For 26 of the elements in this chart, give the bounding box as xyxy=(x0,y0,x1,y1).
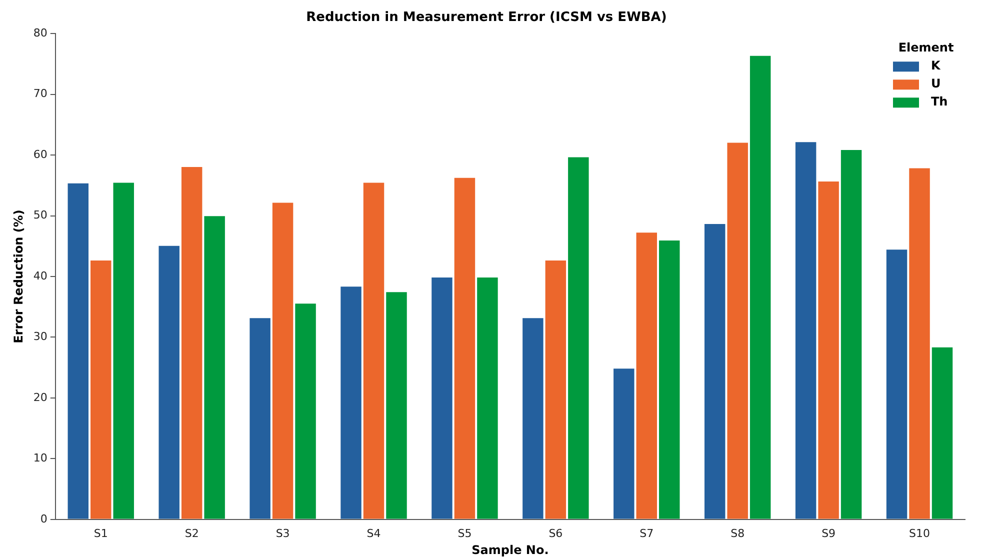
legend-title: Element xyxy=(898,40,954,55)
y-tick-label: 10 xyxy=(33,452,48,465)
y-tick-label: 40 xyxy=(33,269,48,282)
chart-title: Reduction in Measurement Error (ICSM vs EWBA) xyxy=(306,10,667,26)
legend-label: K xyxy=(931,58,941,73)
y-tick-label: 30 xyxy=(33,330,48,344)
x-tick-label: S8 xyxy=(730,526,745,540)
legend-label: Th xyxy=(931,94,948,109)
x-tick-label: S10 xyxy=(909,526,930,540)
x-tick-label: S1 xyxy=(94,526,108,540)
y-tick-label: 0 xyxy=(40,512,48,526)
x-tick-label: S2 xyxy=(184,526,199,540)
x-tick-label: S4 xyxy=(366,526,381,540)
y-tick-label: 20 xyxy=(33,390,48,404)
x-tick-label: S6 xyxy=(548,526,563,540)
y-axis-title: Error Reduction (%) xyxy=(11,210,26,344)
y-tick-label: 50 xyxy=(33,208,48,222)
x-tick-label: S3 xyxy=(276,526,290,540)
x-axis-title: Sample No. xyxy=(472,542,549,557)
x-tick-label: S7 xyxy=(640,526,654,540)
y-tick-label: 80 xyxy=(33,26,48,40)
y-tick-label: 60 xyxy=(33,148,48,161)
y-tick-label: 70 xyxy=(33,87,48,100)
x-tick-label: S9 xyxy=(822,526,836,540)
x-tick-label: S5 xyxy=(458,526,472,540)
legend-label: U xyxy=(931,76,941,91)
